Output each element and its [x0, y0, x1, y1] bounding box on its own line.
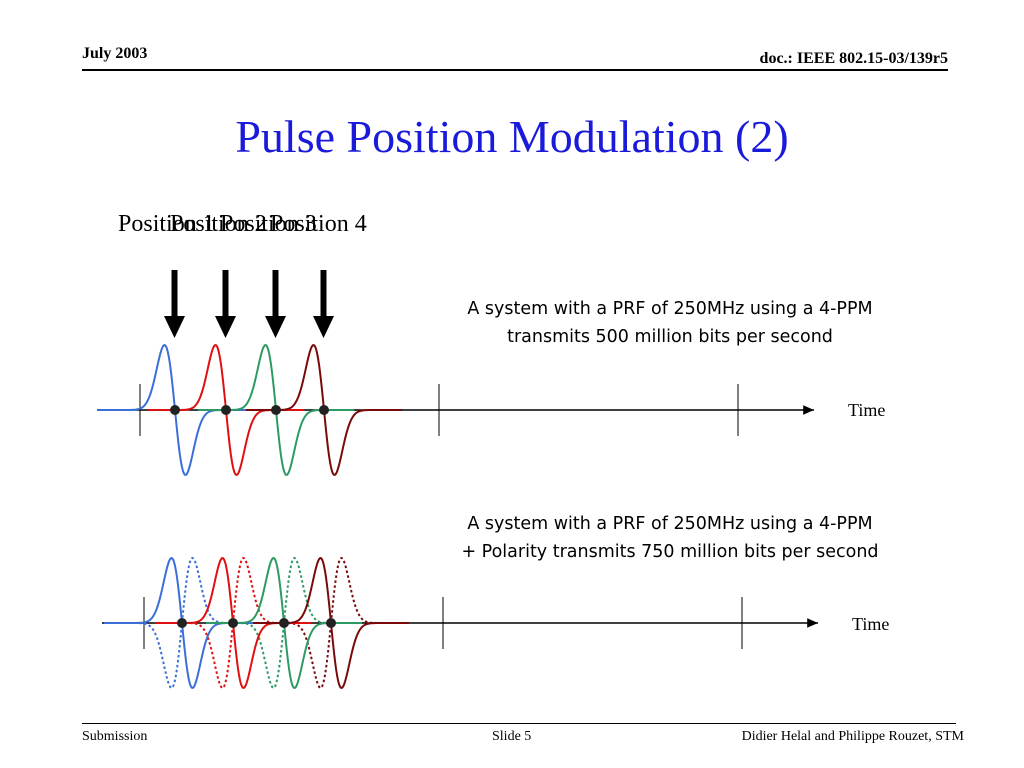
diagram1-position-dot-2: [221, 405, 231, 415]
position-3-label: Position 3: [220, 211, 317, 237]
slide-title: Pulse Position Modulation (2): [235, 111, 789, 162]
diagram1-caption-line1: A system with a PRF of 250MHz using a 4-…: [467, 299, 873, 319]
diagram1-caption: A system with a PRF of 250MHz using a 4-…: [410, 295, 930, 351]
diagram2-caption-line2: + Polarity transmits 750 million bits pe…: [461, 542, 879, 562]
footer-divider: [82, 723, 956, 724]
diagram1-position-dot-3: [271, 405, 281, 415]
header-doc-id: doc.: IEEE 802.15-03/139r5: [759, 50, 948, 67]
position-3-arrow: [265, 270, 286, 338]
footer-slide-number: Slide 5: [492, 729, 532, 744]
position-4-label: Position 4: [270, 211, 367, 237]
diagram2-position-dot-4: [326, 618, 336, 628]
diagram2-caption-line1: A system with a PRF of 250MHz using a 4-…: [467, 514, 873, 534]
position-arrows: [164, 270, 334, 338]
position-1-label: Position 1: [118, 211, 215, 237]
diagram1-time-label: Time: [848, 400, 886, 420]
footer-submission: Submission: [82, 729, 148, 744]
diagram2-caption: A system with a PRF of 250MHz using a 4-…: [410, 510, 930, 566]
diagram2-position-dot-3: [279, 618, 289, 628]
diagram1-position-dot-4: [319, 405, 329, 415]
position-1-arrow: [164, 270, 185, 338]
diagram2-dots: [177, 618, 336, 628]
diagram2-position-dot-2: [228, 618, 238, 628]
diagram1-position-dot-1: [170, 405, 180, 415]
header-date: July 2003: [82, 45, 148, 62]
position-2-arrow: [215, 270, 236, 338]
footer-authors: Didier Helal and Philippe Rouzet, STM: [741, 729, 964, 744]
position-4-arrow: [313, 270, 334, 338]
position-2-label: Position 2: [170, 211, 267, 237]
diagram2-time-label: Time: [852, 614, 890, 634]
header-divider: [82, 69, 948, 71]
diagram2-position-dot-1: [177, 618, 187, 628]
diagram1-caption-line2: transmits 500 million bits per second: [507, 327, 833, 347]
diagram1-dots: [170, 405, 329, 415]
